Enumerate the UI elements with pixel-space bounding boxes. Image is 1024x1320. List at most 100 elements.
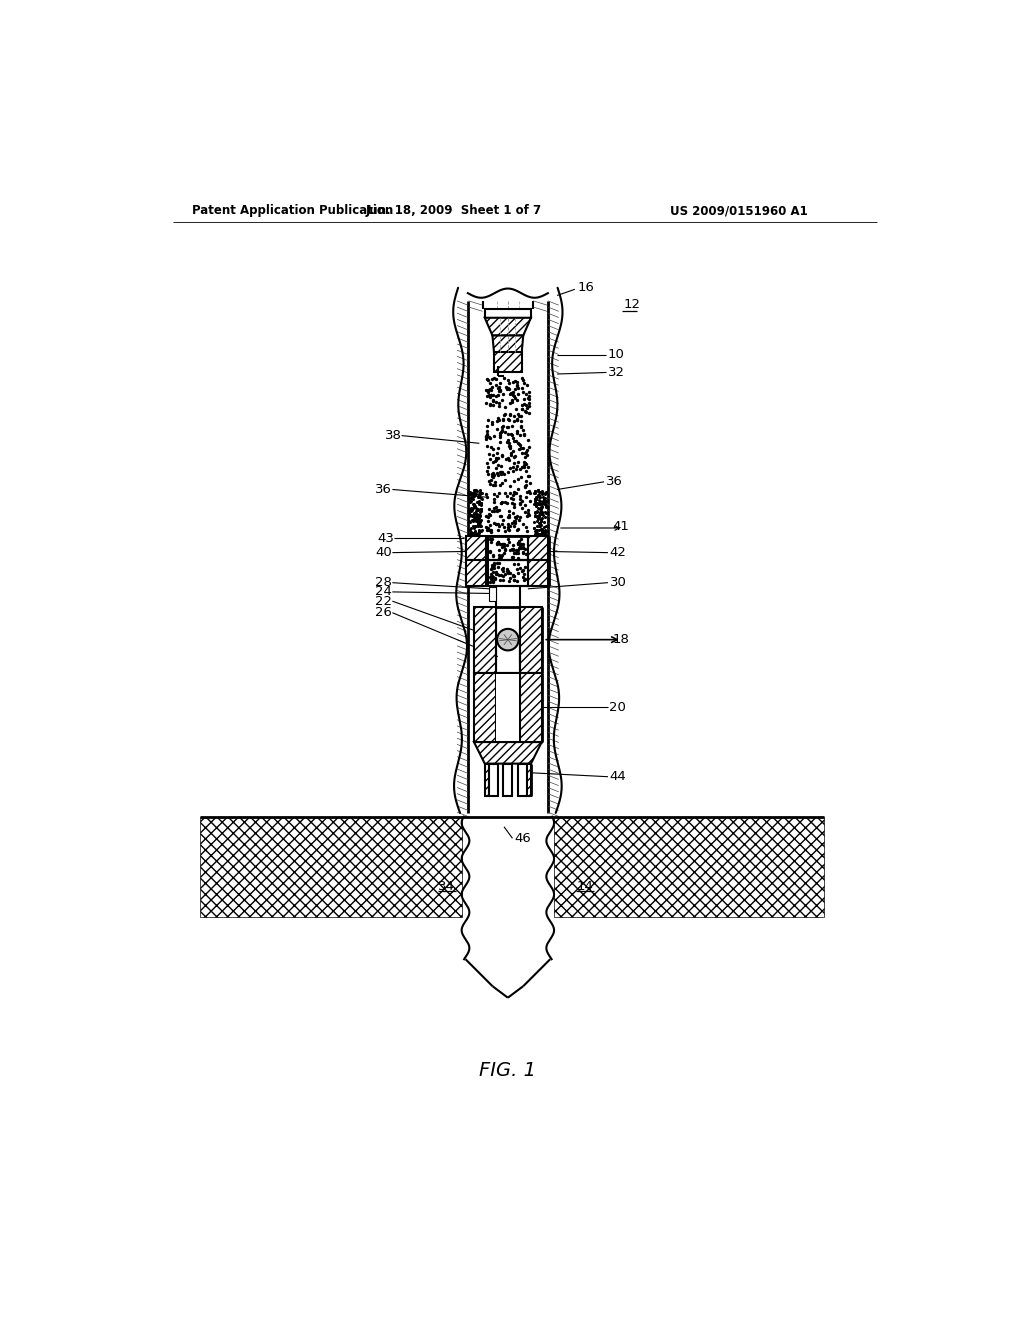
Point bbox=[531, 494, 548, 515]
Point bbox=[488, 486, 505, 507]
Point bbox=[526, 511, 543, 532]
Point bbox=[497, 564, 513, 585]
Point bbox=[500, 417, 516, 438]
Point bbox=[503, 444, 519, 465]
Point bbox=[515, 393, 531, 414]
Point bbox=[538, 521, 554, 543]
Point bbox=[472, 506, 488, 527]
Polygon shape bbox=[200, 817, 462, 917]
Point bbox=[465, 510, 481, 531]
Point bbox=[470, 499, 486, 520]
Point bbox=[462, 487, 478, 508]
Point bbox=[507, 511, 523, 532]
Point bbox=[482, 566, 499, 587]
Point bbox=[489, 513, 506, 535]
Point bbox=[509, 570, 525, 591]
Point bbox=[485, 546, 502, 568]
Point bbox=[482, 566, 499, 587]
Point bbox=[478, 424, 495, 445]
Point bbox=[466, 494, 482, 515]
Point bbox=[466, 510, 482, 531]
Point bbox=[482, 540, 499, 561]
Point bbox=[464, 488, 480, 510]
Point bbox=[507, 370, 523, 391]
Point bbox=[514, 541, 530, 562]
Point bbox=[490, 545, 507, 566]
Point bbox=[517, 400, 534, 421]
Polygon shape bbox=[494, 352, 521, 372]
Point bbox=[492, 426, 508, 447]
Point bbox=[506, 482, 522, 503]
Text: 46: 46 bbox=[514, 832, 530, 845]
Point bbox=[511, 537, 527, 558]
Point bbox=[532, 531, 549, 552]
Point bbox=[485, 512, 502, 533]
Point bbox=[531, 523, 548, 544]
Point bbox=[488, 391, 505, 412]
Point bbox=[490, 395, 507, 416]
Point bbox=[467, 520, 483, 541]
Point bbox=[536, 492, 552, 513]
Point bbox=[500, 561, 516, 582]
Point bbox=[488, 411, 505, 432]
Point bbox=[515, 381, 531, 403]
Point bbox=[494, 389, 510, 411]
Point bbox=[538, 491, 554, 512]
Point bbox=[518, 474, 535, 495]
Text: 26: 26 bbox=[376, 606, 392, 619]
Point bbox=[505, 441, 521, 462]
Point bbox=[509, 389, 525, 411]
Point bbox=[466, 486, 482, 507]
Point bbox=[513, 491, 529, 512]
Point bbox=[513, 399, 529, 420]
Point bbox=[511, 434, 527, 455]
Point bbox=[463, 500, 479, 521]
Point bbox=[531, 527, 548, 548]
Point bbox=[532, 512, 549, 533]
Point bbox=[535, 487, 551, 508]
Point bbox=[484, 544, 501, 565]
Point bbox=[471, 519, 487, 540]
Point bbox=[482, 387, 499, 408]
Point bbox=[498, 376, 514, 397]
Point bbox=[526, 503, 543, 524]
Point bbox=[517, 461, 534, 482]
Point bbox=[484, 572, 501, 593]
Point bbox=[484, 556, 501, 577]
Point bbox=[465, 511, 481, 532]
Point bbox=[471, 515, 487, 536]
Point bbox=[502, 393, 518, 414]
Point bbox=[465, 521, 481, 543]
Point bbox=[481, 395, 498, 416]
Point bbox=[500, 507, 516, 528]
Point bbox=[504, 546, 520, 568]
Point bbox=[501, 411, 517, 432]
Point bbox=[495, 416, 511, 437]
Point bbox=[472, 504, 488, 525]
Point bbox=[485, 554, 502, 576]
Point bbox=[535, 504, 551, 525]
Point bbox=[479, 409, 496, 430]
Point bbox=[469, 503, 485, 524]
Point bbox=[506, 515, 522, 536]
Point bbox=[510, 510, 526, 531]
Point bbox=[473, 499, 489, 520]
Point bbox=[464, 506, 480, 527]
Point bbox=[467, 480, 483, 502]
Point bbox=[526, 520, 543, 541]
Point bbox=[461, 506, 477, 527]
Point bbox=[489, 519, 506, 540]
Point bbox=[517, 401, 534, 422]
Point bbox=[529, 480, 546, 502]
Point bbox=[471, 484, 487, 506]
Point bbox=[492, 540, 508, 561]
Point bbox=[502, 437, 518, 458]
Point bbox=[489, 378, 506, 399]
Point bbox=[502, 404, 518, 425]
Point bbox=[481, 498, 498, 519]
Point bbox=[480, 504, 497, 525]
Point bbox=[483, 500, 500, 521]
Text: Patent Application Publication: Patent Application Publication bbox=[193, 205, 393, 218]
Polygon shape bbox=[528, 560, 548, 586]
Point bbox=[521, 473, 538, 494]
